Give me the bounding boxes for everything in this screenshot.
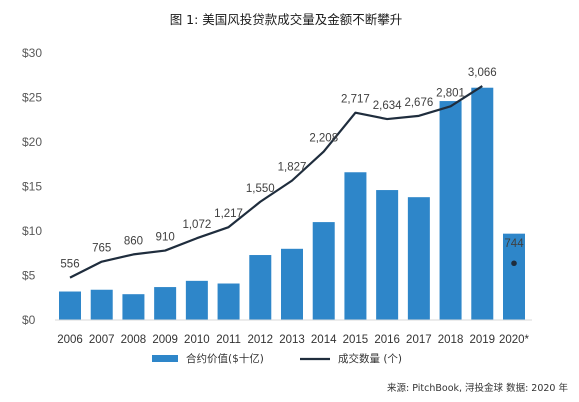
bar: [503, 233, 525, 320]
y-tick-label: $0: [22, 313, 36, 327]
bar: [90, 289, 113, 320]
data-label: 2,801: [436, 87, 465, 99]
y-tick-label: $30: [22, 46, 42, 60]
data-label: 1,072: [182, 219, 211, 231]
legend-line-label: 成交数量 (个): [338, 352, 402, 365]
y-tick-label: $25: [22, 91, 42, 105]
x-tick-label: 2010: [184, 334, 210, 346]
x-tick-label: 2007: [89, 334, 115, 346]
line-point-2020: [511, 260, 517, 267]
x-tick-label: 2008: [121, 334, 147, 346]
bar: [407, 197, 430, 320]
x-tick-label: 2012: [247, 334, 273, 346]
data-label: 2,717: [341, 94, 370, 106]
x-tick-label: 2016: [374, 334, 400, 346]
y-tick-label: $5: [22, 269, 36, 283]
y-axis-ticks: $0 $5 $10 $15 $20 $25 $30: [22, 46, 42, 327]
data-label: 765: [92, 243, 111, 255]
x-tick-label: 2017: [406, 334, 432, 346]
y-tick-label: $20: [22, 135, 42, 149]
data-label: 2,676: [404, 97, 433, 109]
data-label: 744: [504, 238, 524, 250]
data-label: 1,827: [278, 162, 307, 174]
x-tick-label: 2006: [57, 334, 83, 346]
legend: 合约价值($十亿) 成交数量 (个): [152, 352, 402, 365]
bar: [439, 101, 462, 320]
bar: [281, 248, 303, 320]
x-tick-label: 2015: [343, 334, 369, 346]
x-tick-label: 2018: [438, 334, 464, 346]
x-tick-label: 2014: [311, 334, 337, 346]
bar: [185, 280, 208, 320]
y-tick-label: $15: [22, 180, 42, 194]
data-label: 3,066: [468, 67, 497, 79]
data-label: 2,634: [373, 100, 402, 112]
bar: [217, 283, 240, 320]
source-note: 来源: PitchBook, 浔投金球 数据: 2020 年: [387, 382, 568, 394]
y-tick-label: $10: [22, 224, 42, 238]
data-label: 910: [156, 232, 175, 244]
bar: [154, 287, 177, 320]
bar: [312, 222, 335, 320]
deal-count-line: [69, 85, 517, 279]
data-label: 556: [60, 259, 79, 271]
bar: [249, 255, 272, 320]
data-label: 1,217: [214, 208, 243, 220]
data-label: 2,208: [309, 133, 338, 145]
bar: [59, 291, 81, 320]
bars: [59, 87, 525, 321]
x-tick-label: 2013: [279, 334, 305, 346]
chart-title: 图 1: 美国风投贷款成交量及金额不断攀升: [170, 12, 403, 27]
legend-bar-swatch: [152, 355, 178, 362]
legend-bar-label: 合约价值($十亿): [186, 352, 264, 365]
data-label: 860: [124, 235, 143, 247]
x-axis-ticks: 2006 2007 2008 2009 2010 2011 2012 2013 2014 2015…: [57, 334, 529, 346]
x-tick-label: 2020*: [499, 334, 530, 346]
bar: [471, 87, 494, 321]
data-label: 1,550: [246, 183, 275, 195]
x-tick-label: 2011: [216, 334, 241, 346]
bar: [122, 294, 145, 320]
x-tick-label: 2009: [152, 334, 178, 346]
x-tick-label: 2019: [469, 334, 495, 346]
line-series: [69, 85, 483, 279]
bar: [376, 190, 399, 320]
bar: [344, 172, 367, 320]
